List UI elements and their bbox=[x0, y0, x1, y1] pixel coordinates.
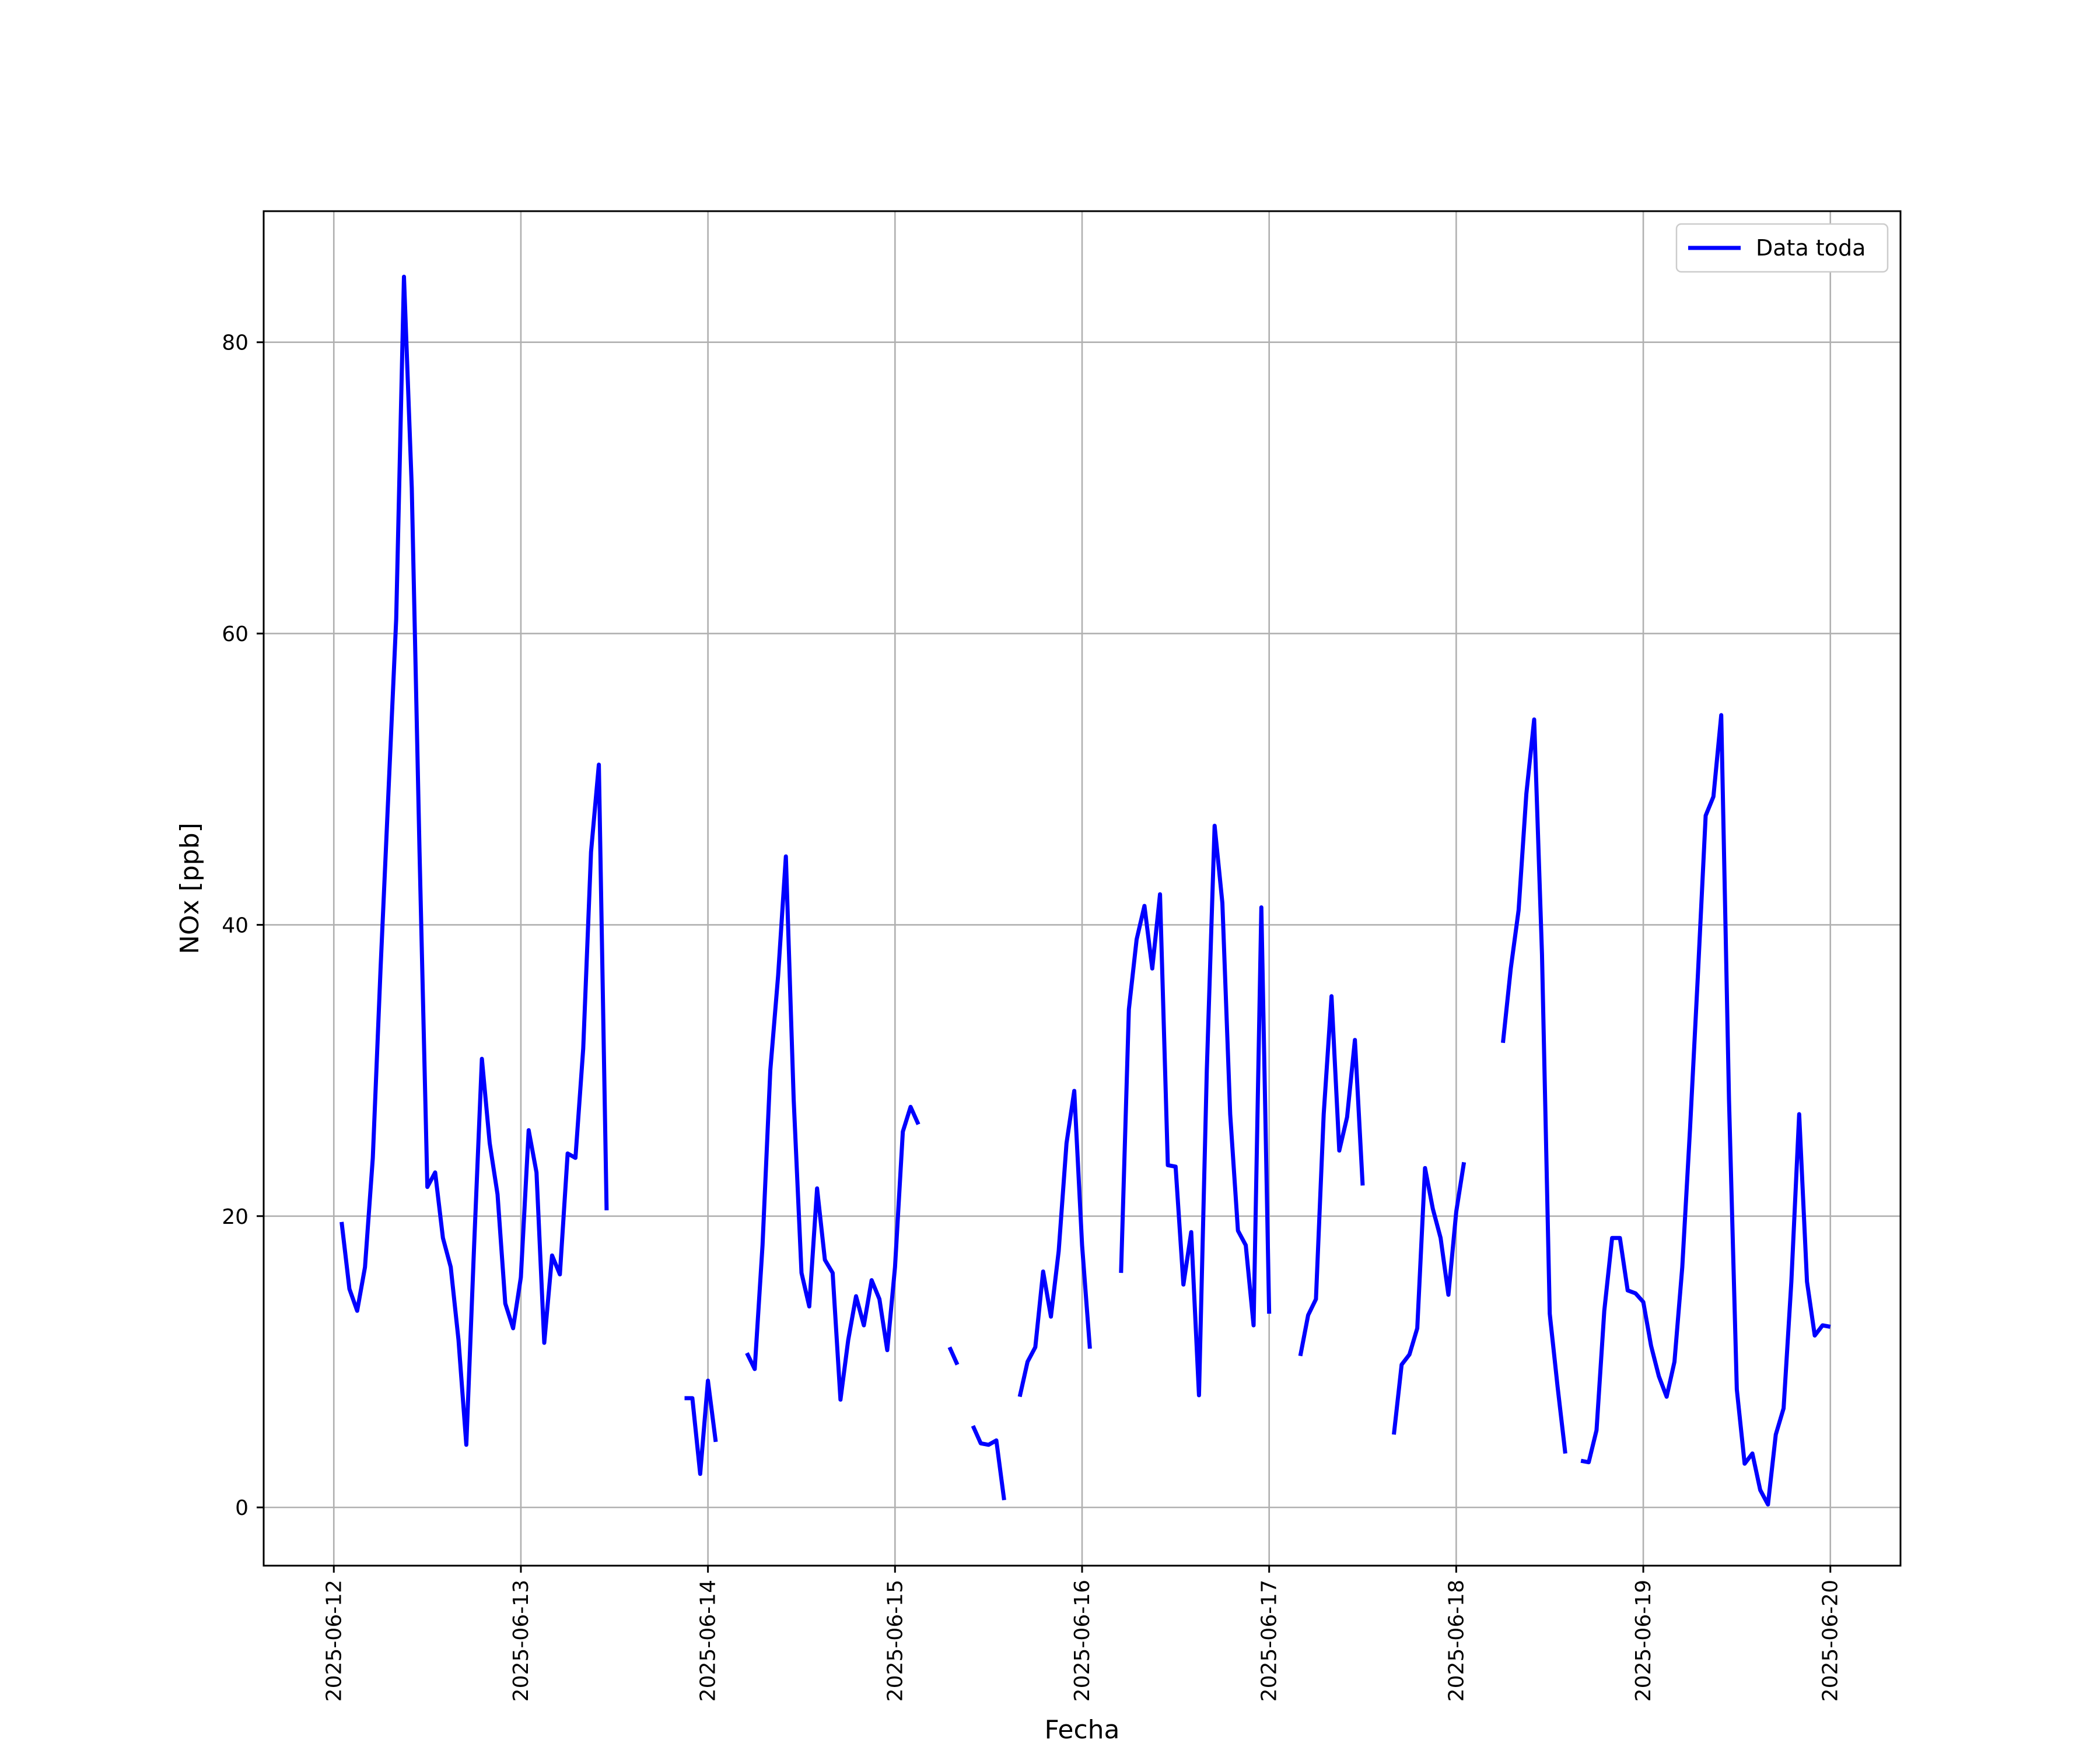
x-tick-label: 2025-06-15 bbox=[883, 1580, 907, 1702]
y-tick-label: 20 bbox=[222, 1205, 249, 1229]
x-tick-label: 2025-06-14 bbox=[696, 1580, 720, 1702]
x-axis-label: Fecha bbox=[1044, 1715, 1119, 1745]
series-line-segment bbox=[1017, 1088, 1092, 1398]
series-line-segment bbox=[1392, 1161, 1466, 1435]
x-tick-label: 2025-06-18 bbox=[1444, 1580, 1468, 1702]
legend-frame bbox=[1675, 223, 1889, 273]
series-line-segment bbox=[684, 1378, 718, 1476]
y-axis-label: NOx [ppb] bbox=[175, 822, 205, 954]
series-line-segment bbox=[947, 1346, 960, 1366]
series-line-segment bbox=[1501, 717, 1567, 1454]
x-tick-label: 2025-06-16 bbox=[1070, 1580, 1094, 1702]
y-tick-label: 80 bbox=[222, 331, 249, 355]
y-tick-label: 0 bbox=[235, 1496, 249, 1520]
series-line-segment bbox=[1298, 994, 1365, 1357]
series-line-segment bbox=[1119, 824, 1272, 1398]
series-line-segment bbox=[1580, 713, 1831, 1507]
series-lines bbox=[340, 274, 1831, 1507]
x-tick-label: 2025-06-13 bbox=[509, 1580, 533, 1702]
legend: Data toda bbox=[1675, 223, 1889, 273]
series-line-segment bbox=[745, 854, 921, 1402]
legend-label-data-toda: Data toda bbox=[1756, 235, 1866, 261]
series-line-segment bbox=[971, 1424, 1006, 1501]
axis-ticks: 2025-06-12 2025-06-13 2025-06-14 2025-06-15… bbox=[222, 331, 1843, 1702]
x-tick-label: 2025-06-19 bbox=[1632, 1580, 1656, 1702]
series-line-segment bbox=[340, 274, 609, 1447]
y-tick-label: 60 bbox=[222, 622, 249, 646]
x-tick-label: 2025-06-17 bbox=[1258, 1580, 1282, 1702]
y-tick-label: 40 bbox=[222, 914, 249, 937]
x-tick-label: 2025-06-20 bbox=[1819, 1580, 1843, 1702]
x-tick-label: 2025-06-12 bbox=[322, 1580, 346, 1702]
